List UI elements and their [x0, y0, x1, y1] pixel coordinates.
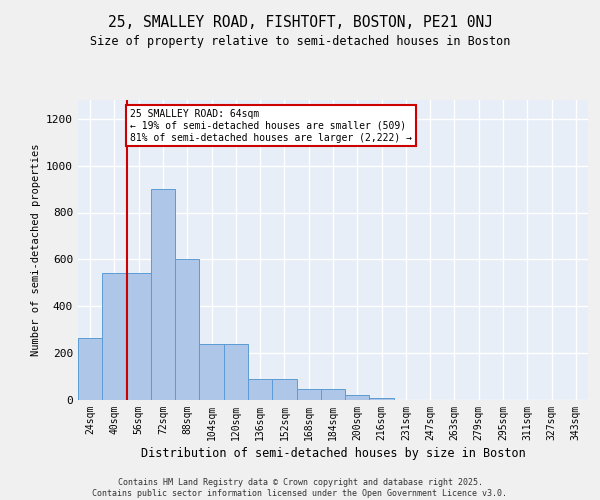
Bar: [345, 396, 370, 400]
Bar: [370, 398, 394, 400]
Bar: [272, 379, 296, 400]
Text: 25, SMALLEY ROAD, FISHTOFT, BOSTON, PE21 0NJ: 25, SMALLEY ROAD, FISHTOFT, BOSTON, PE21…: [107, 15, 493, 30]
Text: Contains HM Land Registry data © Crown copyright and database right 2025.
Contai: Contains HM Land Registry data © Crown c…: [92, 478, 508, 498]
Bar: [321, 390, 345, 400]
Bar: [296, 390, 321, 400]
Text: Size of property relative to semi-detached houses in Boston: Size of property relative to semi-detach…: [90, 35, 510, 48]
Bar: [151, 189, 175, 400]
Text: 25 SMALLEY ROAD: 64sqm
← 19% of semi-detached houses are smaller (509)
81% of se: 25 SMALLEY ROAD: 64sqm ← 19% of semi-det…: [130, 110, 412, 142]
Y-axis label: Number of semi-detached properties: Number of semi-detached properties: [31, 144, 41, 356]
Bar: [127, 274, 151, 400]
Bar: [248, 379, 272, 400]
Bar: [224, 344, 248, 400]
Bar: [175, 260, 199, 400]
Bar: [78, 338, 102, 400]
Bar: [102, 274, 127, 400]
X-axis label: Distribution of semi-detached houses by size in Boston: Distribution of semi-detached houses by …: [140, 447, 526, 460]
Bar: [199, 344, 224, 400]
